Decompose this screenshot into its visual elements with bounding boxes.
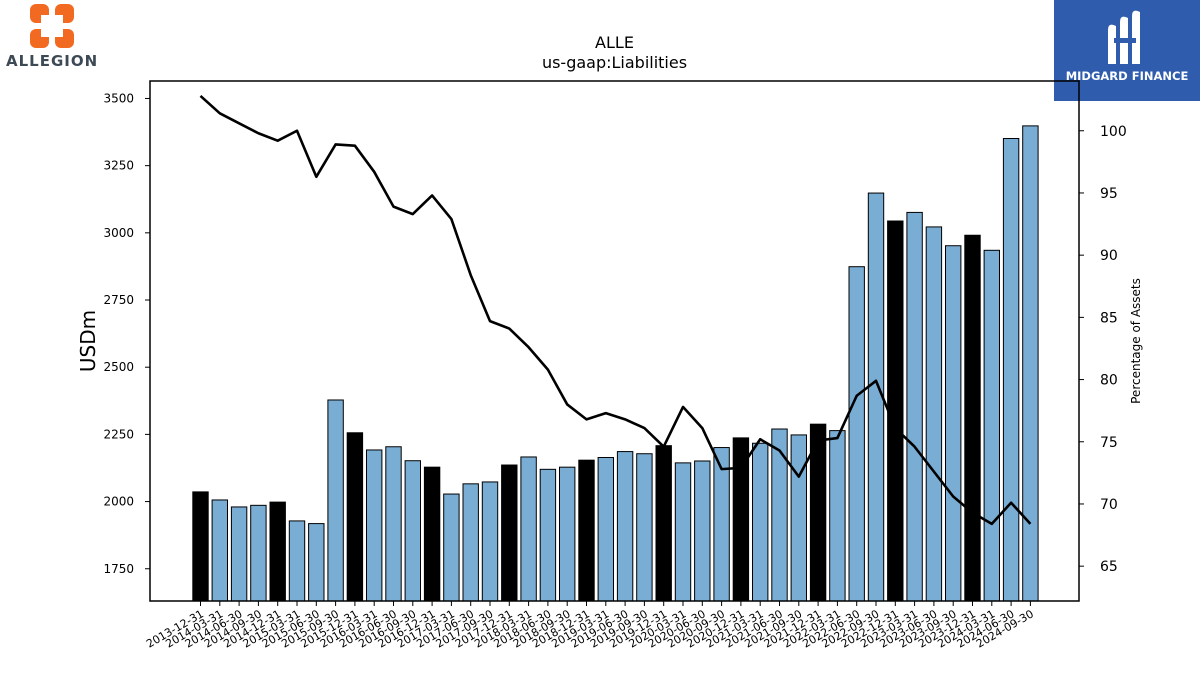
bar-2014-06-30	[230, 506, 248, 602]
bar-2015-09-30	[327, 399, 344, 602]
y-tick-label-2500: 2500	[103, 360, 134, 374]
bar-2014-03-31	[211, 499, 229, 602]
bar-2016-09-30	[404, 460, 422, 602]
y2-tick-label-70: 70	[1100, 497, 1118, 513]
bar-2020-12-31	[732, 437, 750, 602]
brand-logo: MIDGARD FINANCE	[1054, 0, 1200, 101]
bar-2024-03-31	[983, 249, 1000, 602]
y2-tick-label-65: 65	[1100, 559, 1118, 575]
bar-2017-03-31	[443, 493, 460, 602]
y2-tick-label-95: 95	[1100, 186, 1118, 202]
bars-group	[192, 125, 1039, 602]
bar-2016-03-31	[366, 449, 383, 602]
bar-2016-06-30	[385, 446, 402, 602]
bar-2015-03-31	[288, 520, 306, 602]
y-tick-label-1750: 1750	[103, 562, 134, 576]
brand-logo-icon	[1108, 10, 1140, 65]
y-tick-label-3000: 3000	[103, 226, 134, 240]
plot-frame	[149, 80, 1080, 602]
y-tick-label-3500: 3500	[103, 91, 134, 105]
y2-axis: 65 70 75 80 85 90 95 100	[1079, 124, 1127, 575]
bar-2013-12-31	[192, 491, 209, 602]
bar-2016-12-31	[423, 466, 441, 602]
bar-2015-06-30	[308, 523, 325, 602]
bar-2017-06-30	[462, 483, 479, 602]
y-tick-label-2000: 2000	[103, 495, 134, 509]
bar-2017-09-30	[481, 481, 499, 602]
bar-2018-12-31	[578, 459, 595, 602]
bar-2022-12-31	[887, 220, 904, 602]
y2-tick-label-100: 100	[1100, 124, 1127, 140]
bar-2019-09-30	[636, 453, 653, 602]
bar-2018-06-30	[539, 468, 557, 602]
y2-tick-label-75: 75	[1100, 435, 1118, 451]
bar-2019-03-31	[597, 457, 614, 602]
bar-2024-09-30	[1022, 125, 1039, 602]
bar-2019-12-31	[655, 445, 672, 602]
bar-2023-06-30	[925, 226, 943, 602]
company-logo-text: ALLEGION	[6, 52, 99, 70]
bar-2015-12-31	[346, 432, 364, 602]
chart-subtitle: us-gaap:Liabilities	[542, 53, 687, 72]
y-tick-label-3250: 3250	[103, 159, 134, 173]
percentage-of-assets-line	[199, 94, 1032, 526]
y-tick-label-2250: 2250	[103, 427, 134, 441]
y2-tick-label-80: 80	[1100, 373, 1118, 389]
bar-2018-09-30	[559, 466, 576, 602]
bar-2020-06-30	[694, 460, 711, 602]
y2-tick-label-90: 90	[1100, 248, 1118, 264]
y-axis: 1750 2000 2250 2500 2750 3000 3250 3500	[103, 91, 150, 576]
bar-2014-12-31	[269, 501, 286, 602]
bar-2023-09-30	[945, 245, 962, 602]
y-axis-label: USDm	[76, 310, 100, 372]
y2-tick-label-85: 85	[1100, 310, 1118, 326]
company-logo-icon	[30, 4, 74, 48]
bar-2023-12-31	[964, 234, 981, 602]
bar-2021-09-30	[790, 434, 807, 602]
bar-2021-06-30	[771, 428, 788, 602]
bar-2024-06-30	[1002, 138, 1020, 602]
bar-2021-03-31	[752, 442, 769, 602]
bar-2023-03-31	[906, 211, 923, 602]
company-logo: ALLEGION	[0, 0, 110, 75]
bar-2022-03-31	[829, 430, 846, 602]
bar-2019-06-30	[616, 451, 634, 602]
bar-2020-09-30	[713, 447, 730, 602]
bar-2020-03-31	[674, 462, 692, 602]
y2-axis-label: Percentage of Assets	[1129, 278, 1143, 404]
y-tick-label-2750: 2750	[103, 293, 134, 307]
line-group	[199, 94, 1032, 526]
x-axis: 2013-12-312014-03-312014-06-302014-09-30…	[144, 601, 1036, 651]
bar-2017-12-31	[501, 464, 518, 602]
brand-logo-text: MIDGARD FINANCE	[1065, 69, 1189, 83]
bar-2014-09-30	[250, 504, 267, 602]
chart-title: ALLE	[595, 33, 634, 52]
bar-2018-03-31	[520, 456, 537, 602]
bar-2022-06-30	[848, 266, 865, 602]
